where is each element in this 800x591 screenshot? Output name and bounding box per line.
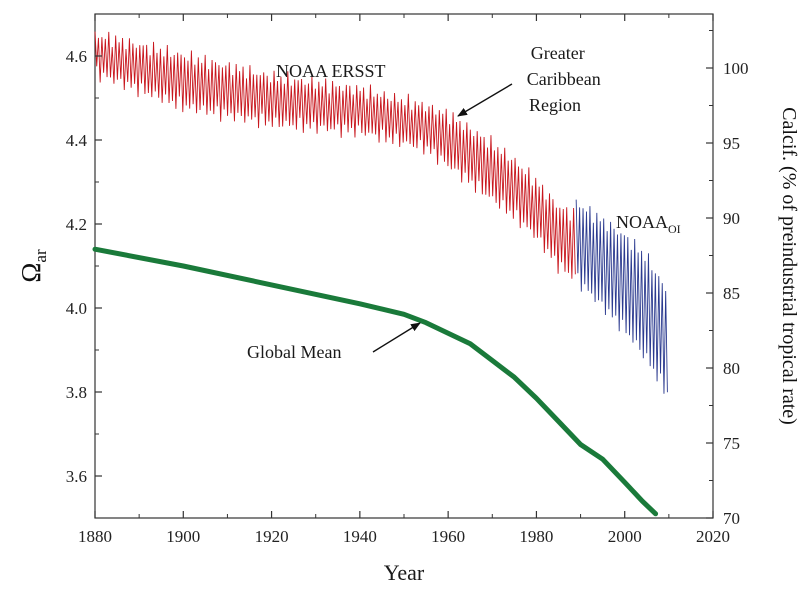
oi-label-sub: OI xyxy=(668,222,681,236)
x-tick-label: 2000 xyxy=(608,527,642,546)
y-tick-label: 4.0 xyxy=(66,299,87,318)
y2-tick-label: 80 xyxy=(723,359,740,378)
y2-tick-label: 75 xyxy=(723,434,740,453)
y-tick-label: 4.4 xyxy=(66,131,88,150)
oi-label: NOAAOI xyxy=(616,212,681,236)
y2-tick-label: 85 xyxy=(723,284,740,303)
series-line-noaa-ersst xyxy=(94,31,576,279)
y2-tick-label: 95 xyxy=(723,134,740,153)
oi-label-main: NOAA xyxy=(616,212,668,232)
series-line-global-mean xyxy=(92,246,659,517)
x-tick-label: 1880 xyxy=(78,527,112,546)
y-tick-label: 4.6 xyxy=(66,47,87,66)
x-axis-label: Year xyxy=(384,560,425,585)
y2-axis-label: Calcif. (% of preindustrial tropical rat… xyxy=(778,107,800,425)
caribbean-annotation-line-2: Caribbean xyxy=(527,69,601,89)
y-tick-label: 4.2 xyxy=(66,215,87,234)
x-tick-label: 1940 xyxy=(343,527,377,546)
caribbean-annotation: Greater Caribbean Region xyxy=(527,43,605,115)
global-mean-annotation: Global Mean xyxy=(247,342,341,362)
y-axis-label-main: Ω xyxy=(16,263,46,283)
caribbean-annotation-line-3: Region xyxy=(529,95,581,115)
x-tick-label: 1920 xyxy=(255,527,289,546)
x-tick-label: 2020 xyxy=(696,527,730,546)
y2-tick-label: 70 xyxy=(723,509,740,528)
x-tick-label: 1960 xyxy=(431,527,465,546)
y-axis-label-sub: ar xyxy=(31,249,50,263)
caribbean-annotation-line-1: Greater xyxy=(531,43,585,63)
x-tick-label: 1980 xyxy=(519,527,553,546)
y2-tick-label: 100 xyxy=(723,59,749,78)
y-tick-label: 3.8 xyxy=(66,383,87,402)
ersst-label: NOAA ERSST xyxy=(276,61,386,81)
caribbean-arrow xyxy=(457,83,513,117)
x-tick-label: 1900 xyxy=(166,527,200,546)
series-line-noaa-oi xyxy=(575,199,668,394)
y-axis-label: Ωar xyxy=(16,249,50,283)
y-tick-label: 3.6 xyxy=(66,467,87,486)
y2-tick-label: 90 xyxy=(723,209,740,228)
global-mean-arrow xyxy=(372,322,421,353)
